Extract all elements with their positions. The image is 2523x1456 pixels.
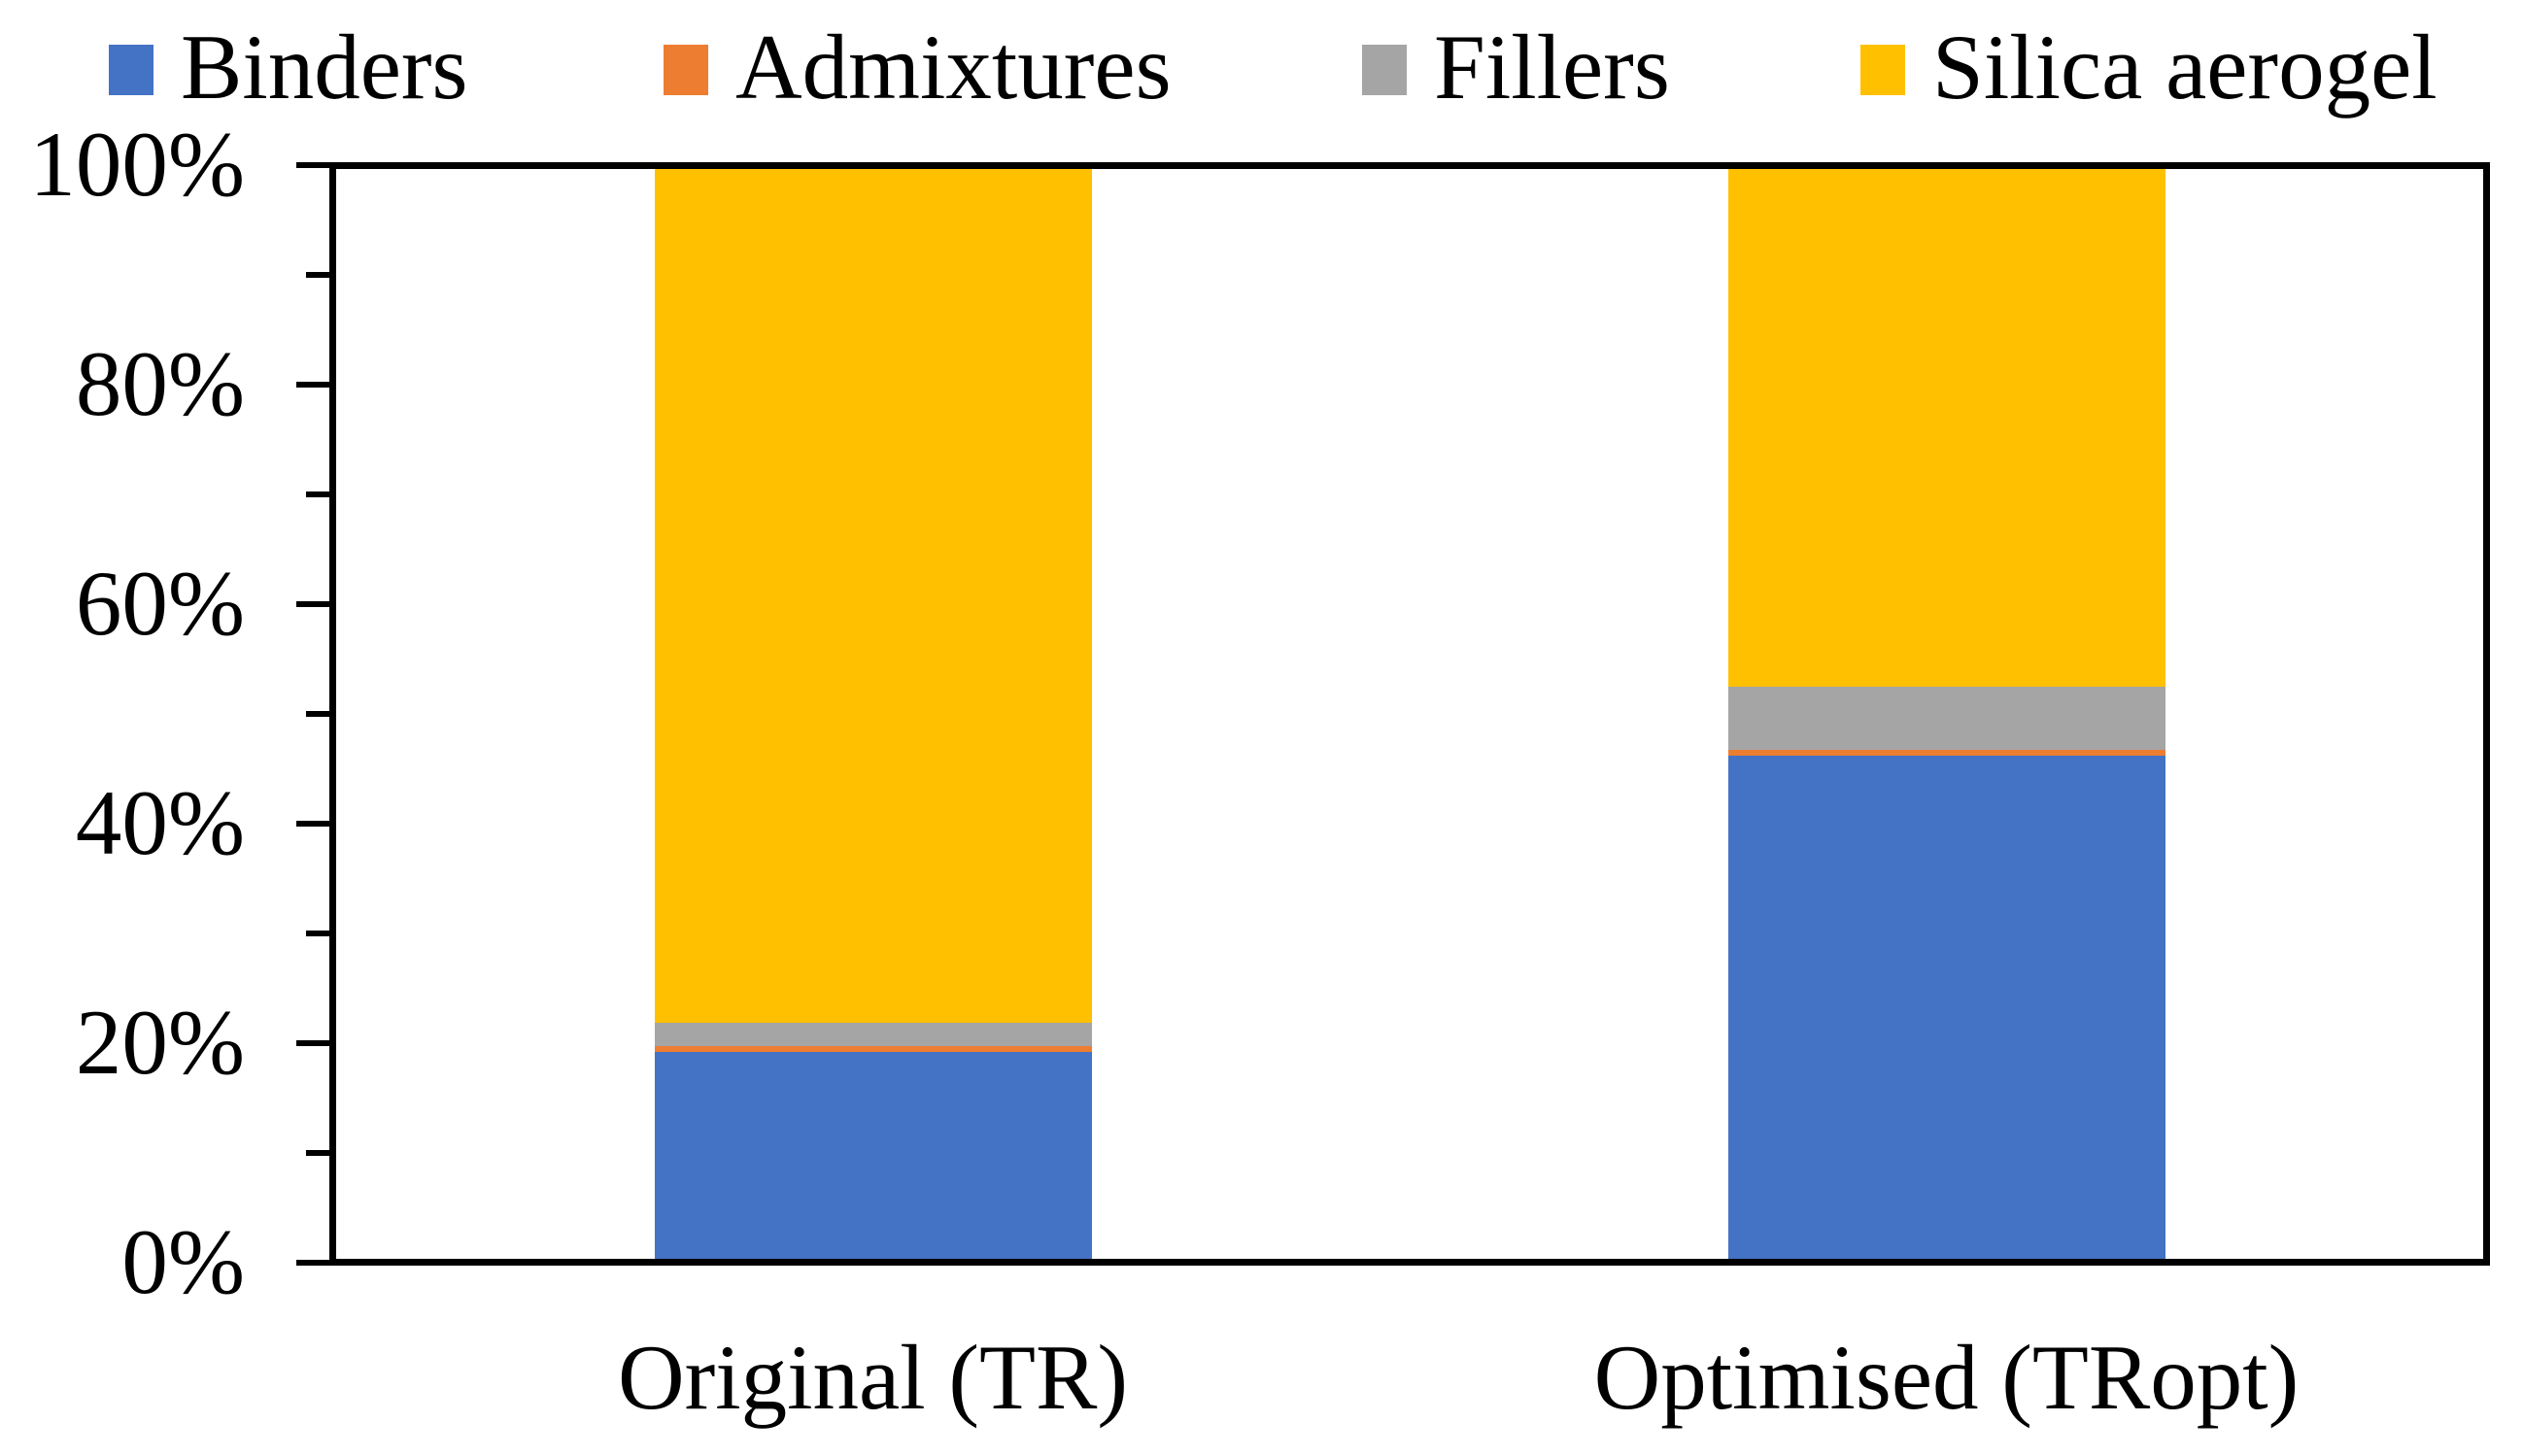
legend-item-fillers: Fillers: [1362, 16, 1670, 119]
y-axis-major-tick: [296, 821, 329, 827]
y-axis-tick-label: 80%: [75, 332, 245, 435]
y-axis-major-tick: [296, 1040, 329, 1046]
y-axis-minor-tick: [306, 931, 329, 936]
legend-item-binders: Binders: [109, 16, 468, 119]
legend-label: Admixtures: [735, 16, 1172, 119]
x-axis-label-optimised-tropt: Optimised (TRopt): [1593, 1326, 2300, 1429]
x-axis-label-original-tr: Original (TR): [617, 1326, 1129, 1429]
legend-label: Fillers: [1434, 16, 1670, 119]
bar-segment-fillers: [655, 1022, 1092, 1047]
bar-optimised-tropt: [1728, 169, 2165, 1259]
legend-swatch-admixtures-icon: [664, 45, 708, 96]
plot-area: [329, 162, 2490, 1266]
legend-item-admixtures: Admixtures: [664, 16, 1172, 119]
legend-swatch-fillers-icon: [1362, 45, 1407, 96]
bar-segment-admixtures: [655, 1046, 1092, 1052]
y-axis-tick-label: 100%: [29, 113, 245, 216]
y-axis-tick-label: 40%: [75, 771, 245, 874]
y-axis-major-tick: [296, 1260, 329, 1266]
y-axis-major-tick: [296, 601, 329, 607]
y-axis-tick-label: 0%: [121, 1210, 245, 1313]
y-axis-major-tick: [296, 162, 329, 168]
y-axis-minor-tick: [306, 711, 329, 717]
y-axis-minor-tick: [306, 272, 329, 278]
bar-segment-binders: [655, 1051, 1092, 1259]
y-axis-tick-label: 20%: [75, 991, 245, 1094]
bar-segment-admixtures: [1728, 750, 2165, 756]
y-axis-major-tick: [296, 382, 329, 388]
bar-segment-fillers: [1728, 686, 2165, 751]
legend-swatch-binders-icon: [109, 45, 153, 96]
y-axis-tick-label: 60%: [75, 552, 245, 655]
legend-item-silica-aerogel: Silica aerogel: [1860, 16, 2438, 119]
y-axis-minor-tick: [306, 491, 329, 497]
y-axis-minor-tick: [306, 1150, 329, 1156]
legend-label: Silica aerogel: [1932, 16, 2438, 119]
bar-segment-binders: [1728, 755, 2165, 1259]
bar-segment-silica-aerogel: [1728, 169, 2165, 687]
legend-label: Binders: [181, 16, 468, 119]
bar-original-tr: [655, 169, 1092, 1259]
legend-swatch-silica-aerogel-icon: [1860, 45, 1905, 96]
bar-segment-silica-aerogel: [655, 169, 1092, 1023]
